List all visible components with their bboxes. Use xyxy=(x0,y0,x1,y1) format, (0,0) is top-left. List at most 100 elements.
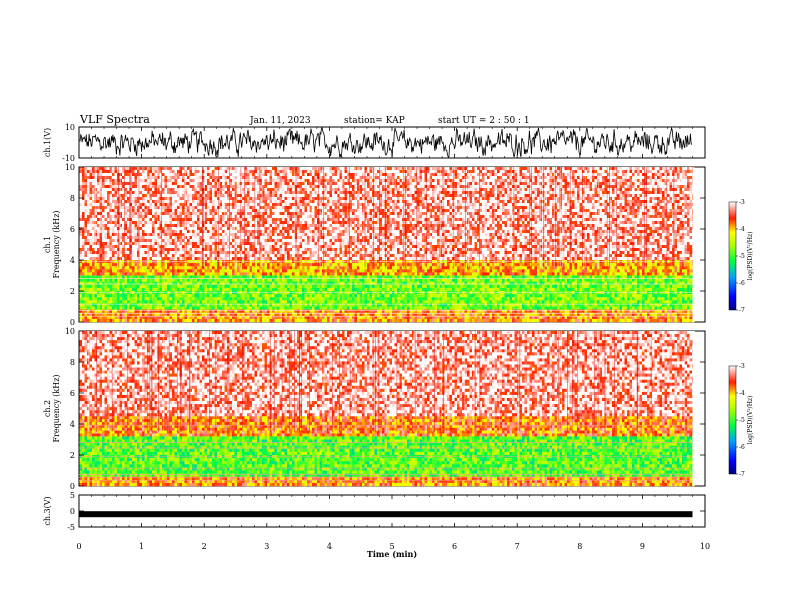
spectrogram-cell xyxy=(344,206,348,210)
spectrogram-cell xyxy=(249,224,253,228)
spectrogram-cell xyxy=(154,221,158,225)
spectrogram-cell xyxy=(657,191,660,195)
spectrogram-cell xyxy=(292,209,295,213)
spectrogram-cell xyxy=(557,182,560,186)
spectrogram-cell xyxy=(122,185,125,189)
spectrogram-cell xyxy=(594,170,598,174)
spectrogram-cell xyxy=(282,224,285,228)
spectrogram-cell xyxy=(94,182,98,186)
spectrogram-cell xyxy=(274,206,278,210)
spectrogram-cell xyxy=(259,182,263,186)
spectrogram-cell xyxy=(529,194,533,198)
spectrogram-cell xyxy=(529,200,533,204)
spectrogram-cell xyxy=(669,209,673,213)
spectrogram-cell xyxy=(394,206,398,210)
spectrogram-cell xyxy=(494,209,498,213)
spectrogram-cell xyxy=(369,218,373,222)
spectrogram-cell xyxy=(194,179,198,183)
spectrogram-cell xyxy=(592,200,595,204)
spectrogram-cell xyxy=(607,167,610,171)
spectrogram-cell xyxy=(447,188,450,192)
spectrogram-cell xyxy=(272,179,275,183)
spectrogram-cell xyxy=(197,221,200,225)
spectrogram-cell xyxy=(252,185,255,189)
spectrogram-cell xyxy=(204,176,208,180)
spectrogram-cell xyxy=(329,209,333,213)
spectrogram-cell xyxy=(209,209,213,213)
spectrogram-cell xyxy=(629,176,633,180)
spectrogram-cell xyxy=(654,209,658,213)
spectrogram-cell xyxy=(162,200,165,204)
spectrogram-cell xyxy=(254,194,258,198)
spectrogram-cell xyxy=(319,185,323,189)
spectrogram-cell xyxy=(622,188,625,192)
spectrogram-cell xyxy=(244,170,248,174)
spectrogram-cell xyxy=(219,206,223,210)
spectrogram-cell xyxy=(374,200,378,204)
spectrogram-cell xyxy=(102,221,105,225)
spectrogram-cell xyxy=(229,221,233,225)
spectrogram-cell xyxy=(254,191,258,195)
spectrogram-cell xyxy=(409,194,413,198)
spectrogram-cell xyxy=(374,191,378,195)
spectrogram-cell xyxy=(144,212,148,216)
spectrogram-cell xyxy=(487,221,490,225)
spectrogram-cell xyxy=(364,170,368,174)
spectrogram-cell xyxy=(537,197,540,201)
spectrogram-cell xyxy=(502,215,505,219)
spectrogram-cell xyxy=(137,200,140,204)
spectrogram-cell xyxy=(457,191,460,195)
spectrogram-cell xyxy=(284,203,288,207)
spectrogram-cell xyxy=(459,173,463,177)
spectrogram-cell xyxy=(244,185,248,189)
spectrogram-cell xyxy=(454,191,458,195)
spectrogram-cell xyxy=(432,218,435,222)
spectrogram-cell xyxy=(527,185,530,189)
spectrogram-cell xyxy=(537,167,540,171)
spectrogram-cell xyxy=(479,185,483,189)
spectrogram-cell xyxy=(144,194,148,198)
spectrogram-cell xyxy=(309,182,313,186)
spectrogram-cell xyxy=(397,215,400,219)
spectrogram-cell xyxy=(149,212,153,216)
spectrogram-cell xyxy=(684,200,688,204)
spectrogram-cell xyxy=(307,212,310,216)
spectrogram-cell xyxy=(657,179,660,183)
spectrogram-cell xyxy=(242,218,245,222)
spectrogram-cell xyxy=(607,182,610,186)
spectrogram-cell xyxy=(249,221,253,225)
spectrogram-cell xyxy=(187,194,190,198)
spectrogram-cell xyxy=(464,185,468,189)
spectrogram-cell xyxy=(189,188,193,192)
spectrogram-cell xyxy=(334,203,338,207)
spectrogram-cell xyxy=(167,170,170,174)
spectrogram-cell xyxy=(547,176,550,180)
spectrogram-cell xyxy=(374,221,378,225)
spectrogram-cell xyxy=(397,185,400,189)
spectrogram-cell xyxy=(462,221,465,225)
spectrogram-cell xyxy=(159,206,163,210)
spectrogram-cell xyxy=(282,212,285,216)
spectrogram-cell xyxy=(424,209,428,213)
spectrogram-cell xyxy=(259,170,263,174)
spectrogram-cell xyxy=(197,218,200,222)
spectrogram-cell xyxy=(637,206,640,210)
spectrogram-cell xyxy=(569,221,573,225)
spectrogram-cell xyxy=(562,167,565,171)
spectrogram-cell xyxy=(562,194,565,198)
spectrogram-cell xyxy=(252,167,255,171)
spectrogram-cell xyxy=(124,191,128,195)
spectrogram-cell xyxy=(164,182,168,186)
spectrogram-cell xyxy=(329,173,333,177)
spectrogram-cell xyxy=(574,203,578,207)
spectrogram-cell xyxy=(557,194,560,198)
spectrogram-cell xyxy=(482,170,485,174)
spectrogram-cell xyxy=(617,191,620,195)
spectrogram-cell xyxy=(174,209,178,213)
spectrogram-cell xyxy=(487,188,490,192)
spectrogram-cell xyxy=(399,173,403,177)
spectrogram-cell xyxy=(259,218,263,222)
spectrogram-cell xyxy=(544,191,548,195)
spectrogram-cell xyxy=(89,188,93,192)
spectrogram-cell xyxy=(162,209,165,213)
